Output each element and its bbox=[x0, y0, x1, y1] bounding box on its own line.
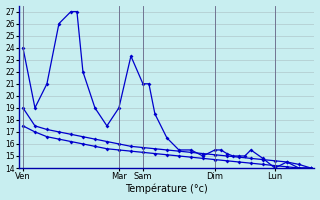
X-axis label: Température (°c): Température (°c) bbox=[125, 184, 208, 194]
